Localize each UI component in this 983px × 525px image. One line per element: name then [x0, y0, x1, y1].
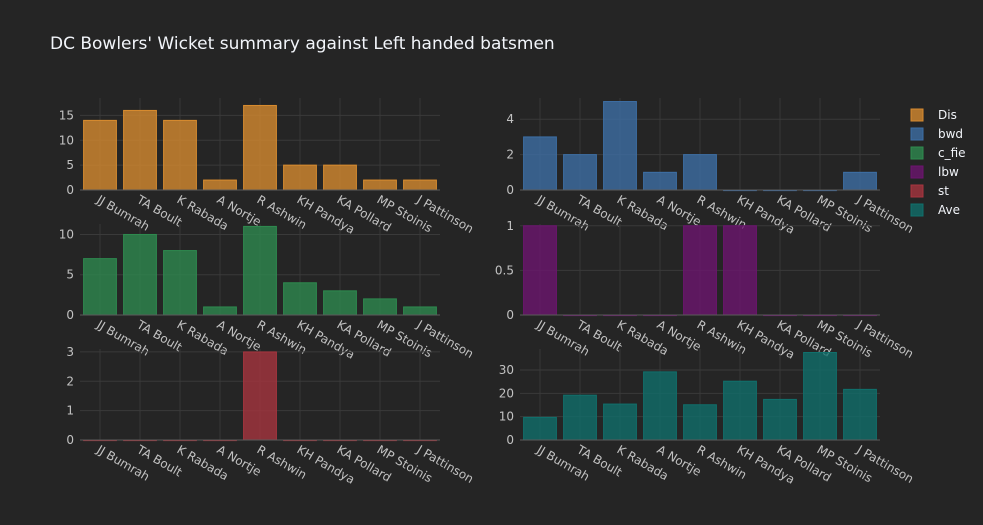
legend-swatch-c-fie [910, 146, 924, 160]
bar-dis-k-rabada [163, 119, 197, 191]
legend-swatch-bwd [910, 127, 924, 141]
bar-lbw-jj-bumrah [523, 225, 557, 316]
y-tick-label: 5 [66, 268, 74, 282]
bar-ave-r-ashwin [683, 404, 717, 441]
bar-c-fie-kh-pandya [283, 282, 317, 316]
bar-ave-kh-pandya [723, 380, 757, 441]
bar-ave-a-nortje [643, 371, 677, 441]
y-tick-label: 1 [66, 404, 74, 418]
bar-bwd-jj-bumrah [523, 136, 557, 191]
legend-label-st: st [938, 184, 949, 198]
legend-swatch-lbw [910, 165, 924, 179]
bar-ave-j-pattinson [843, 388, 877, 441]
bar-dis-mp-stoinis [363, 179, 397, 191]
bar-dis-ta-boult [123, 109, 157, 191]
y-tick-label: 0 [506, 433, 514, 447]
bar-dis-a-nortje [203, 179, 237, 191]
bar-bwd-j-pattinson [843, 171, 877, 191]
bar-bwd-ta-boult [563, 154, 597, 191]
legend-label-lbw: lbw [938, 165, 959, 179]
bar-ave-mp-stoinis [803, 352, 837, 441]
y-tick-label: 2 [506, 148, 514, 162]
bar-dis-j-pattinson [403, 179, 437, 191]
bar-c-fie-r-ashwin [243, 225, 277, 316]
y-tick-label: 3 [66, 345, 74, 359]
y-tick-label: 1 [506, 219, 514, 233]
legend-swatch-dis [910, 108, 924, 122]
bar-ave-k-rabada [603, 403, 637, 441]
y-tick-label: 20 [499, 386, 514, 400]
legend-swatch-ave [910, 203, 924, 217]
legend-label-ave: Ave [938, 203, 960, 217]
bar-lbw-kh-pandya [723, 225, 757, 316]
chart-title: DC Bowlers' Wicket summary against Left … [50, 34, 555, 54]
y-tick-label: 10 [59, 227, 74, 241]
y-tick-label: 0 [66, 433, 74, 447]
bar-ave-jj-bumrah [523, 416, 557, 441]
bar-st-r-ashwin [243, 351, 277, 441]
bar-dis-jj-bumrah [83, 119, 117, 191]
bar-c-fie-k-rabada [163, 250, 197, 316]
y-tick-label: 0 [66, 308, 74, 322]
bar-dis-r-ashwin [243, 104, 277, 191]
bar-c-fie-ka-pollard [323, 290, 357, 316]
legend-label-bwd: bwd [938, 127, 963, 141]
bar-dis-kh-pandya [283, 164, 317, 191]
legend-label-dis: Dis [938, 108, 957, 122]
bar-ave-ta-boult [563, 394, 597, 441]
bar-c-fie-a-nortje [203, 306, 237, 316]
bar-c-fie-ta-boult [123, 233, 157, 316]
bar-lbw-r-ashwin [683, 225, 717, 316]
y-tick-label: 2 [66, 374, 74, 388]
bar-ave-ka-pollard [763, 398, 797, 441]
bar-c-fie-j-pattinson [403, 306, 437, 316]
legend-swatch-st [910, 184, 924, 198]
bar-dis-ka-pollard [323, 164, 357, 191]
y-tick-label: 4 [506, 112, 514, 126]
bar-bwd-a-nortje [643, 171, 677, 191]
y-tick-label: 10 [59, 133, 74, 147]
bar-bwd-r-ashwin [683, 154, 717, 191]
y-tick-label: 30 [499, 363, 514, 377]
bar-c-fie-jj-bumrah [83, 258, 117, 316]
y-tick-label: 5 [66, 158, 74, 172]
bar-bwd-k-rabada [603, 101, 637, 191]
y-tick-label: 0 [66, 183, 74, 197]
bar-c-fie-mp-stoinis [363, 298, 397, 316]
y-tick-label: 15 [59, 108, 74, 122]
y-tick-label: 0.5 [495, 263, 514, 277]
legend-label-c-fie: c_fie [938, 146, 966, 160]
y-tick-label: 0 [506, 183, 514, 197]
y-tick-label: 10 [499, 410, 514, 424]
y-tick-label: 0 [506, 308, 514, 322]
